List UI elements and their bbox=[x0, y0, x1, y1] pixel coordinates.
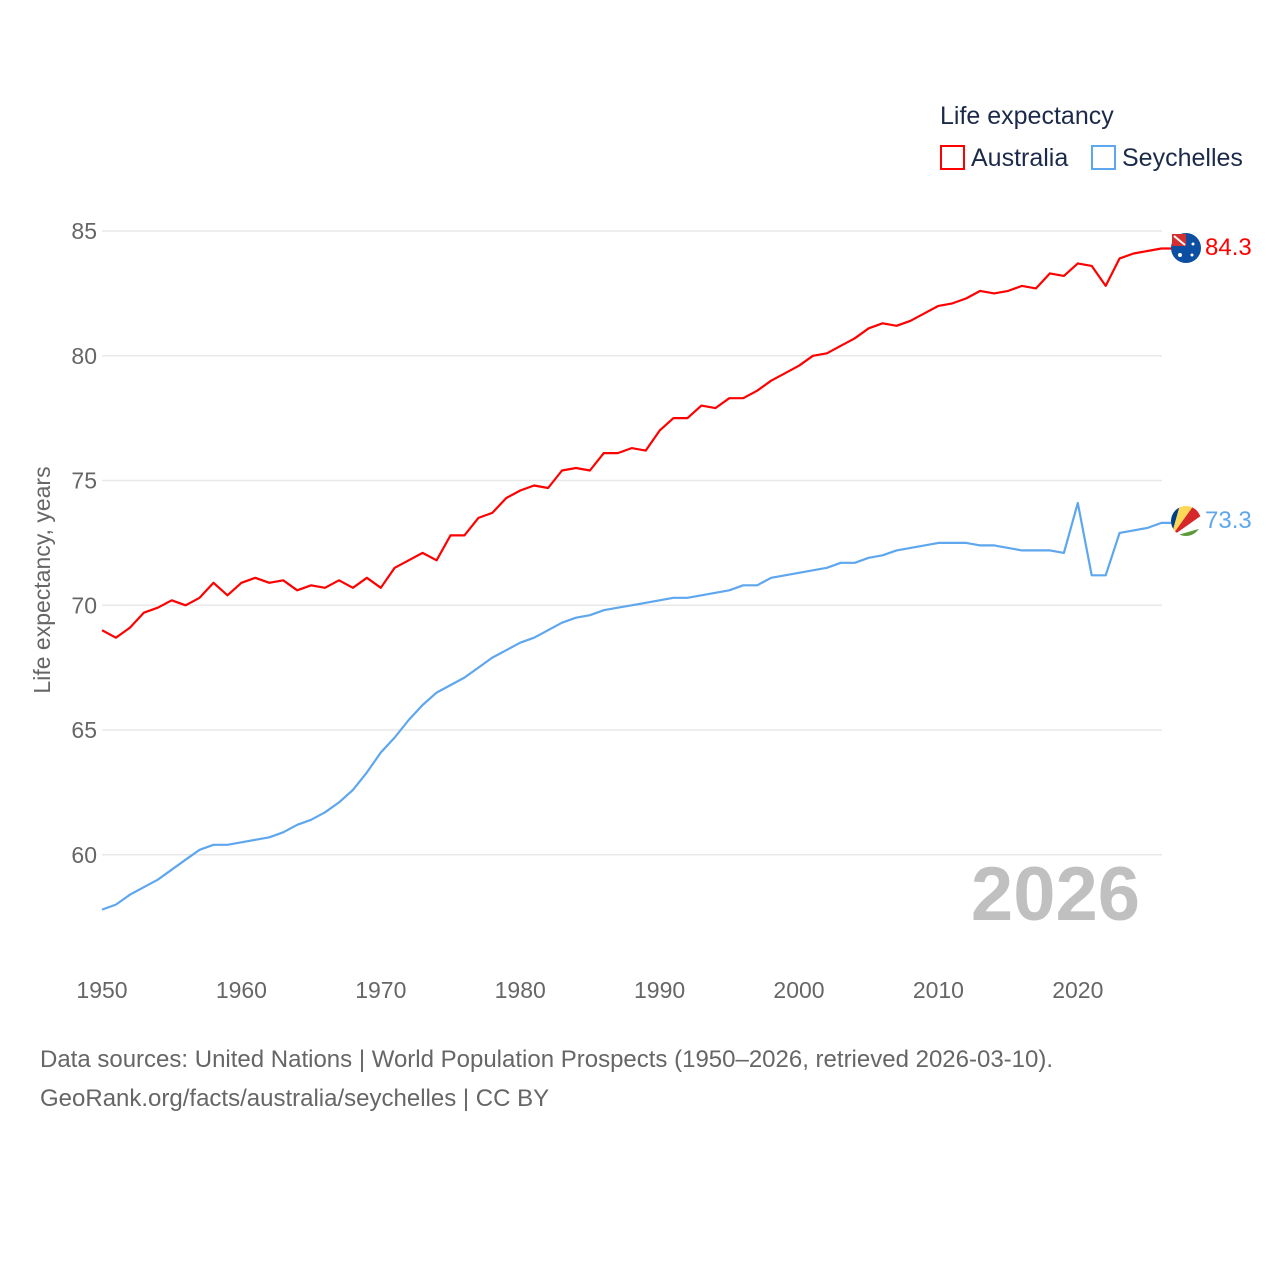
grid bbox=[102, 230, 1162, 856]
legend-label-australia[interactable]: Australia bbox=[971, 144, 1068, 172]
x-tick-label: 2020 bbox=[1052, 977, 1103, 1003]
end-label-australia: 84.3 bbox=[1205, 234, 1252, 261]
y-axis-label: Life expectancy, years bbox=[29, 466, 55, 693]
x-tick-label: 1980 bbox=[495, 977, 546, 1003]
y-axis: 60 65 70 75 80 85 bbox=[71, 218, 97, 868]
year-watermark: 2026 bbox=[971, 852, 1140, 937]
legend-title: Life expectancy bbox=[940, 102, 1114, 130]
x-tick-label: 1950 bbox=[76, 977, 127, 1003]
y-tick-label: 85 bbox=[71, 218, 97, 244]
legend[interactable]: Life expectancy Australia Seychelles bbox=[940, 102, 1243, 172]
y-tick-label: 65 bbox=[71, 717, 97, 743]
y-tick-label: 80 bbox=[71, 343, 97, 369]
x-tick-label: 2000 bbox=[773, 977, 824, 1003]
legend-label-seychelles[interactable]: Seychelles bbox=[1122, 144, 1243, 172]
life-expectancy-chart: 60 65 70 75 80 85 1950 1960 1970 1980 1990 2000 201… bbox=[29, 102, 1252, 1003]
seychelles-flag-icon bbox=[1171, 506, 1201, 536]
credit-link[interactable]: GeoRank.org/facts/australia/seychelles |… bbox=[40, 1085, 550, 1112]
legend-swatch-seychelles bbox=[1091, 145, 1116, 170]
x-tick-label: 1970 bbox=[355, 977, 406, 1003]
australia-flag-icon bbox=[1171, 233, 1201, 263]
series-line-seychelles bbox=[101, 501, 1172, 911]
legend-swatch-australia bbox=[940, 145, 965, 170]
series-lines bbox=[101, 247, 1172, 911]
y-tick-label: 60 bbox=[71, 842, 97, 868]
x-axis: 1950 1960 1970 1980 1990 2000 2010 2020 bbox=[76, 977, 1103, 1003]
end-label-seychelles: 73.3 bbox=[1205, 507, 1252, 534]
x-tick-label: 2010 bbox=[913, 977, 964, 1003]
y-tick-label: 70 bbox=[71, 592, 97, 618]
series-line-australia bbox=[101, 247, 1172, 639]
x-tick-label: 1990 bbox=[634, 977, 685, 1003]
x-tick-label: 1960 bbox=[216, 977, 267, 1003]
data-sources: Data sources: United Nations | World Pop… bbox=[40, 1046, 1054, 1073]
y-tick-label: 75 bbox=[71, 468, 97, 494]
